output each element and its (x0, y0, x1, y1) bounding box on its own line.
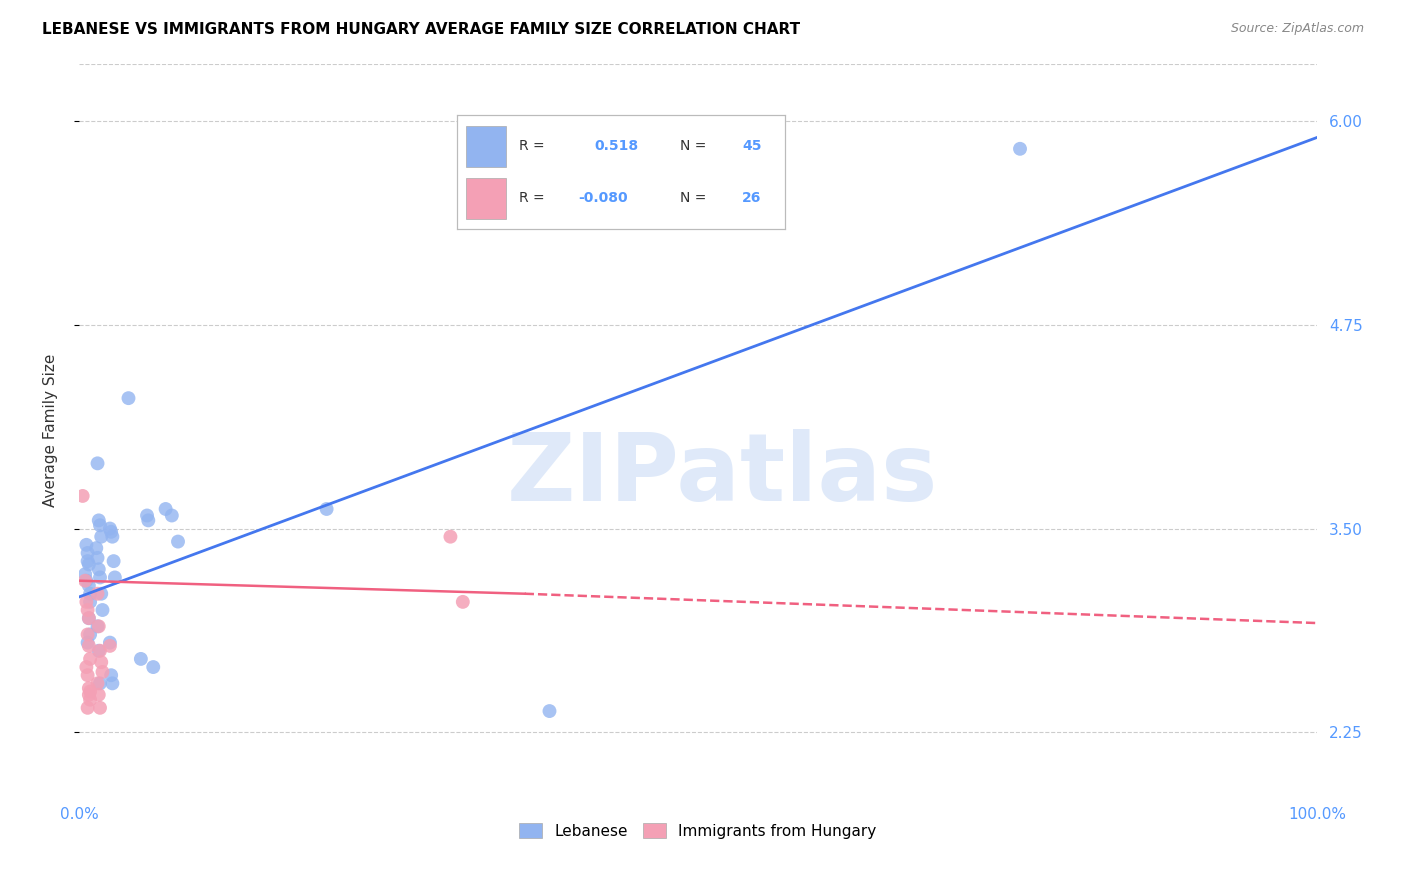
Point (89, 570, 111, 584)
Point (76, 554, 98, 568)
Point (155, 502, 177, 516)
Point (100, 668, 122, 682)
Point (86, 456, 108, 470)
Point (79, 692, 101, 706)
Point (90, 655, 112, 669)
Point (89, 518, 111, 533)
Point (451, 595, 474, 609)
Point (79, 684, 101, 698)
Point (91, 603, 114, 617)
Text: LEBANESE VS IMMIGRANTS FROM HUNGARY AVERAGE FAMILY SIZE CORRELATION CHART: LEBANESE VS IMMIGRANTS FROM HUNGARY AVER… (42, 22, 800, 37)
Point (75, 660, 97, 674)
Text: ZIPatlas: ZIPatlas (508, 429, 939, 521)
Point (79, 587, 101, 601)
Point (98, 635, 121, 649)
Point (160, 508, 183, 523)
Point (77, 558, 100, 572)
Point (98, 639, 121, 653)
Point (101, 530, 124, 544)
Point (87, 688, 110, 702)
Point (76, 668, 98, 682)
Point (77, 688, 100, 702)
Point (86, 676, 108, 690)
Point (76, 635, 98, 649)
Point (75, 567, 97, 582)
Point (167, 534, 190, 549)
Point (89, 644, 111, 658)
Point (84, 541, 107, 555)
Text: Source: ZipAtlas.com: Source: ZipAtlas.com (1230, 22, 1364, 36)
Point (86, 619, 108, 633)
Point (87, 562, 110, 576)
Point (76, 603, 98, 617)
Point (77, 578, 100, 592)
Legend: Lebanese, Immigrants from Hungary: Lebanese, Immigrants from Hungary (513, 816, 883, 845)
Point (104, 570, 127, 584)
Point (90, 587, 112, 601)
Point (77, 639, 100, 653)
Point (103, 554, 125, 568)
Point (117, 391, 139, 405)
Point (87, 644, 110, 658)
Point (87, 619, 110, 633)
Point (575, 146, 598, 161)
Point (136, 508, 159, 523)
Point (142, 660, 165, 674)
Point (90, 530, 112, 544)
Point (98, 522, 121, 536)
Point (538, 704, 561, 718)
Point (77, 611, 100, 625)
Point (87, 513, 110, 527)
Point (100, 524, 122, 539)
Point (76, 627, 98, 641)
Point (89, 676, 111, 690)
Point (79, 652, 101, 666)
Point (129, 652, 152, 666)
Point (75, 538, 97, 552)
Point (79, 627, 101, 641)
Point (1008, 142, 1031, 156)
Y-axis label: Average Family Size: Average Family Size (44, 354, 58, 508)
Point (76, 701, 98, 715)
Point (439, 530, 461, 544)
Point (91, 665, 114, 679)
Point (77, 611, 100, 625)
Point (101, 676, 124, 690)
Point (86, 550, 108, 565)
Point (75, 595, 97, 609)
Point (136, 513, 159, 527)
Point (86, 587, 108, 601)
Point (89, 701, 111, 715)
Point (77, 681, 100, 696)
Point (72, 489, 94, 503)
Point (315, 502, 337, 516)
Point (75, 574, 97, 588)
Point (76, 546, 98, 560)
Point (79, 595, 101, 609)
Point (75, 574, 97, 588)
